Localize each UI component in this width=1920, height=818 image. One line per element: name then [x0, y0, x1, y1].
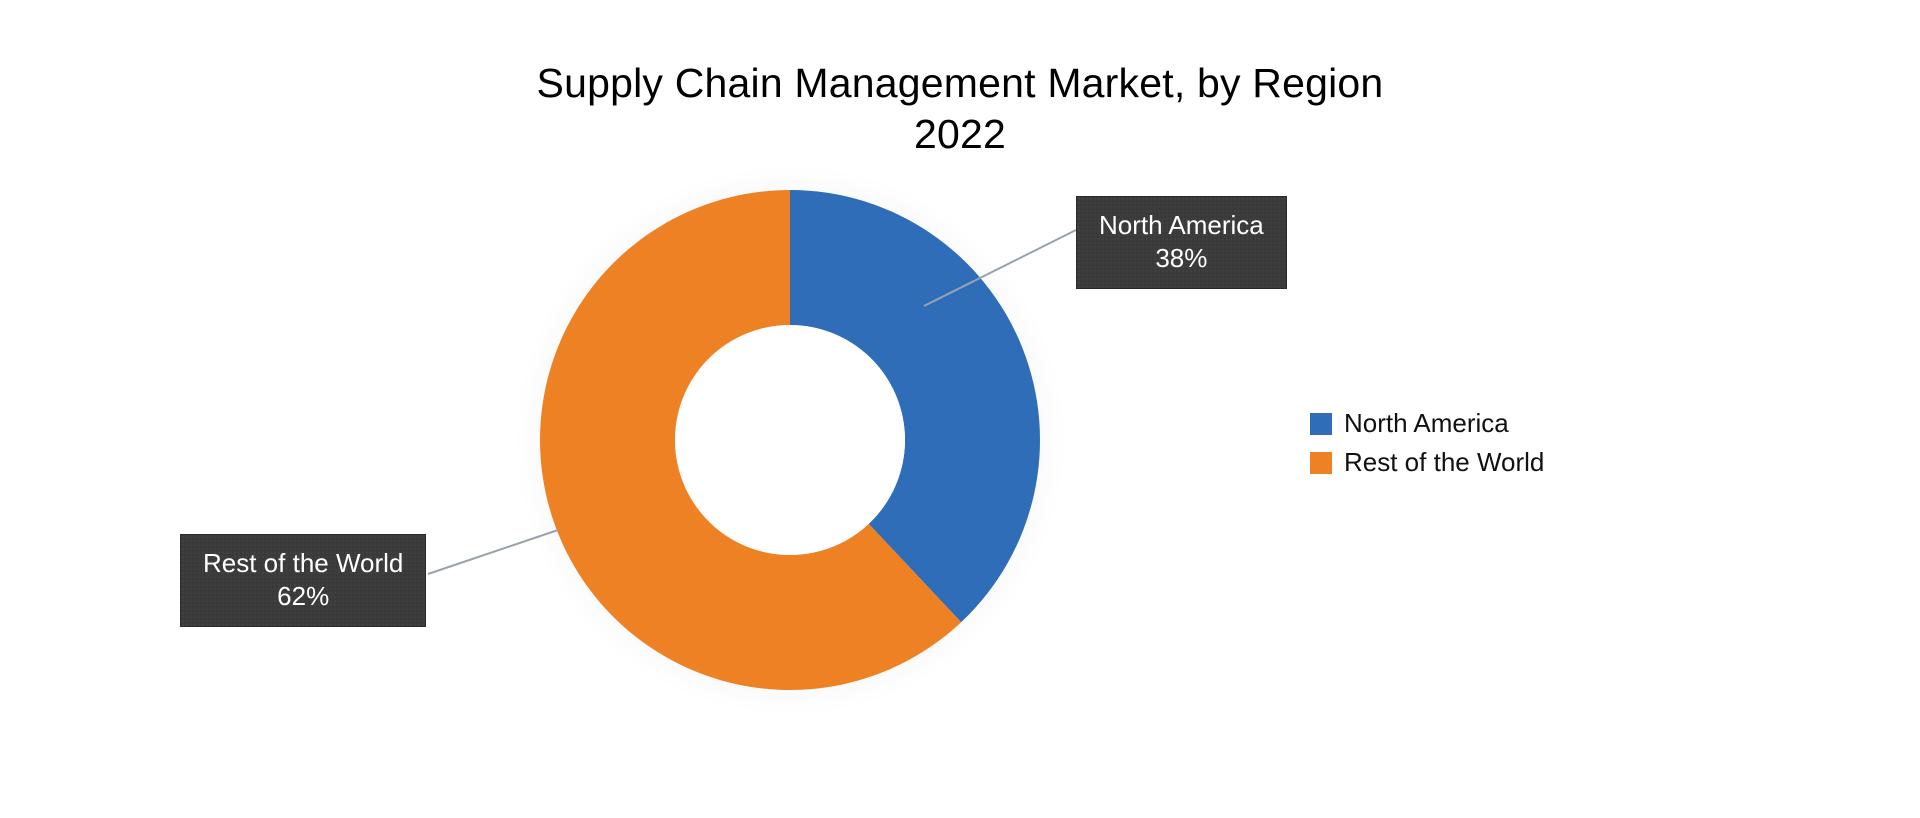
callout-value: 62%: [203, 580, 403, 613]
leader-line-0: [924, 230, 1076, 306]
chart-container: Supply Chain Management Market, by Regio…: [0, 0, 1920, 818]
legend-label: Rest of the World: [1344, 447, 1544, 478]
callout-label: Rest of the World: [203, 547, 403, 580]
callout-0: North America38%: [1076, 196, 1287, 289]
callout-label: North America: [1099, 209, 1264, 242]
legend-swatch: [1310, 413, 1332, 435]
legend-item-1: Rest of the World: [1310, 447, 1544, 478]
callout-1: Rest of the World62%: [180, 534, 426, 627]
legend-item-0: North America: [1310, 408, 1544, 439]
legend-swatch: [1310, 452, 1332, 474]
leader-line-1: [428, 530, 558, 574]
legend-label: North America: [1344, 408, 1509, 439]
leader-lines: [0, 0, 1920, 818]
callout-value: 38%: [1099, 242, 1264, 275]
legend: North America Rest of the World: [1310, 400, 1544, 486]
